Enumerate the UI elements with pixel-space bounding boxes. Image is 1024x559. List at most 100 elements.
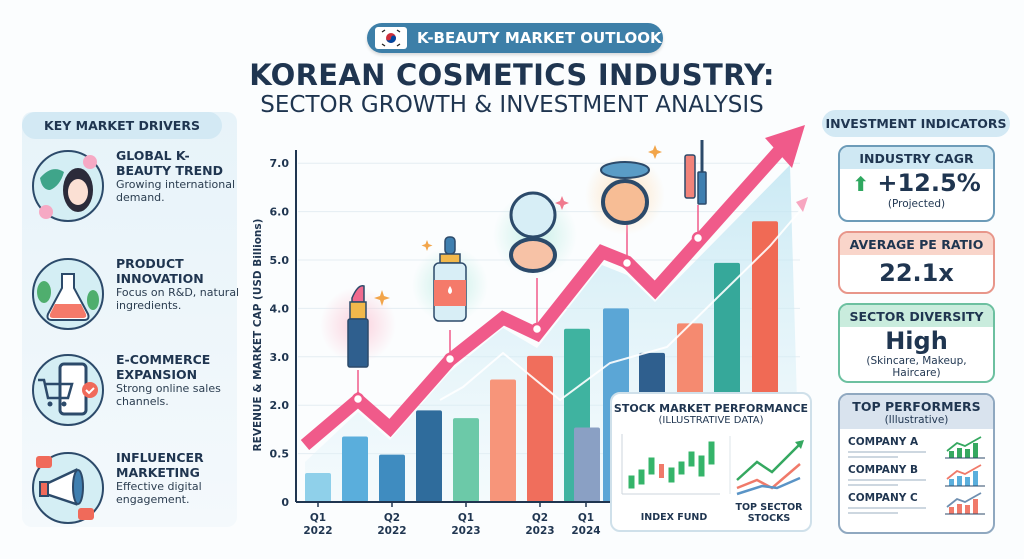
driver-influencer: INFLUENCER MARKETING Effective digital en… <box>30 450 240 526</box>
diversity-label: SECTOR DIVERSITY <box>840 305 993 327</box>
marker-mascara <box>691 231 705 245</box>
flask-icon <box>32 258 104 330</box>
sector-line-green <box>736 443 801 481</box>
marker-lipstick <box>351 392 365 406</box>
pe-value: 22.1x <box>879 259 954 287</box>
company-name: COMPANY A <box>848 436 919 448</box>
y-tick-label: 5.0 <box>270 254 290 267</box>
pe-label: AVERAGE PE RATIO <box>840 233 993 255</box>
serum-bottle-icon <box>412 236 488 323</box>
y-tick-label: 0 <box>281 496 289 509</box>
bar <box>342 436 368 502</box>
company-name: COMPANY B <box>848 464 918 476</box>
bar <box>574 427 600 502</box>
driver-desc: Effective digital engagement. <box>116 480 202 506</box>
trend-markers <box>351 231 705 406</box>
cushion-compact-icon <box>585 155 665 235</box>
korean-flag-icon <box>375 27 407 49</box>
badge-label: K-BEAUTY MARKET OUTLOOK <box>417 29 662 47</box>
performer-row: COMPANY B <box>840 461 993 489</box>
indicators-title: INVESTMENT INDICATORS <box>822 110 1010 137</box>
driver-desc: Growing international demand. <box>116 178 236 204</box>
drivers-title: KEY MARKET DRIVERS <box>22 112 222 139</box>
bar <box>379 454 405 502</box>
globe-woman-icon <box>32 150 104 222</box>
cagr-note: (Projected) <box>887 198 946 210</box>
diversity-note: (Skincare, Makeup, Haircare) <box>866 355 967 379</box>
stock-title: STOCK MARKET PERFORMANCE <box>613 402 809 415</box>
company-name: COMPANY C <box>848 492 918 504</box>
bar <box>527 355 553 502</box>
driver-desc: Strong online sales channels. <box>116 382 221 408</box>
x-tick-year: 2023 <box>451 525 480 537</box>
bar <box>416 410 442 502</box>
growth-arrow-head <box>765 125 805 168</box>
driver-product-innovation: PRODUCT INNOVATION Focus on R&D, natural … <box>30 256 240 332</box>
marker-cushion <box>620 256 634 270</box>
x-tick-year: 2024 <box>571 525 600 537</box>
bar <box>453 418 479 502</box>
growth-trend-line <box>300 145 785 450</box>
x-tick-year: 2022 <box>303 525 332 537</box>
y-tick-label: 4.0 <box>270 302 290 315</box>
y-tick-label: 7.0 <box>270 157 290 170</box>
driver-title: INFLUENCER MARKETING <box>116 450 204 480</box>
index-fund-label: INDEX FUND <box>640 512 708 523</box>
driver-desc: Focus on R&D, natural ingredients. <box>116 286 240 312</box>
secondary-trend-line <box>439 204 806 402</box>
x-tick-year: 2022 <box>377 525 406 537</box>
industry-cagr-card: INDUSTRY CAGR ⬆ +12.5% (Projected) <box>838 145 995 222</box>
arrow-up-icon: ⬆ <box>852 172 870 196</box>
sparkle-icons <box>374 145 662 306</box>
x-tick-quarter: Q2 <box>384 512 400 524</box>
shopping-cart-phone-icon <box>32 354 104 426</box>
mini-growth-chart-icon <box>945 436 985 459</box>
page-subtitle: SECTOR GROWTH & INVESTMENT ANALYSIS <box>260 92 764 118</box>
x-tick-year: 2023 <box>525 525 554 537</box>
y-tick-label: 6.0 <box>270 206 290 219</box>
y-tick-label: 2.0 <box>270 399 290 412</box>
x-tick-quarter: Q2 <box>532 512 548 524</box>
performer-row: COMPANY C <box>840 489 993 517</box>
mini-growth-chart-icon <box>945 492 985 515</box>
cagr-label: INDUSTRY CAGR <box>840 147 993 169</box>
y-tick-label: 3.0 <box>270 351 290 364</box>
top-performers-card: TOP PERFORMERS (Illustrative) COMPANY A CO… <box>838 393 995 534</box>
megaphone-icon <box>32 452 104 524</box>
compact-mirror-icon <box>493 191 577 277</box>
sparkle-icon <box>555 196 569 210</box>
top-note: (Illustrative) <box>884 414 949 426</box>
driver-global-trend: GLOBAL K-BEAUTY TREND Growing internation… <box>30 148 240 224</box>
key-market-drivers-panel: KEY MARKET DRIVERS GLOBAL K-BEAUTY TREND… <box>22 112 240 527</box>
driver-ecommerce: E-COMMERCE EXPANSION Strong online sales … <box>30 352 240 428</box>
page-title: KOREAN COSMETICS INDUSTRY: <box>249 58 775 92</box>
diversity-value: High <box>885 327 948 355</box>
sector-diversity-card: SECTOR DIVERSITY High (Skincare, Makeup,… <box>838 303 995 383</box>
mascara-icon <box>684 140 707 205</box>
x-tick-quarter: Q1 <box>458 512 474 524</box>
secondary-arrow-head <box>796 197 808 212</box>
investment-indicators-panel: INVESTMENT INDICATORS INDUSTRY CAGR ⬆ +1… <box>822 110 1012 534</box>
performer-row: COMPANY A <box>840 433 993 461</box>
driver-title: GLOBAL K-BEAUTY TREND <box>116 148 223 178</box>
mini-growth-chart-icon <box>945 464 985 487</box>
pe-ratio-card: AVERAGE PE RATIO 22.1x <box>838 231 995 294</box>
marker-compact <box>530 322 544 336</box>
y-axis-label: REVENUE & MARKET CAP (USD Billions) <box>252 219 264 452</box>
driver-title: E-COMMERCE EXPANSION <box>116 352 211 382</box>
stock-mini-charts <box>621 434 804 496</box>
cagr-value: +12.5% <box>877 169 981 197</box>
sector-line-red <box>736 463 801 490</box>
header-badge: K-BEAUTY MARKET OUTLOOK <box>367 23 663 53</box>
bar <box>305 472 331 502</box>
x-tick-quarter: Q1 <box>310 512 326 524</box>
lipstick-icon <box>320 285 396 368</box>
stock-performance-panel: STOCK MARKET PERFORMANCE (ILLUSTRATIVE D… <box>610 392 812 532</box>
bar <box>490 379 516 502</box>
top-label: TOP PERFORMERS <box>852 399 981 414</box>
candlestick-chart <box>621 434 720 495</box>
driver-title: PRODUCT INNOVATION <box>116 256 204 286</box>
sector-line-blue <box>736 476 801 496</box>
top-sector-label: TOP SECTOR STOCKS <box>735 502 803 524</box>
y-tick-label: 0.5 <box>270 448 290 461</box>
